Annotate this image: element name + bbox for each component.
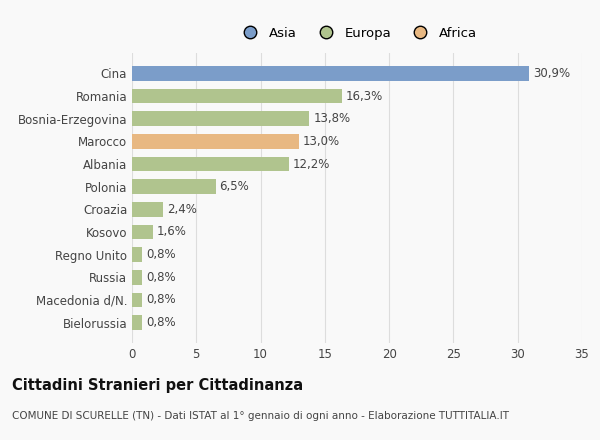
- Text: Cittadini Stranieri per Cittadinanza: Cittadini Stranieri per Cittadinanza: [12, 378, 303, 393]
- Text: 6,5%: 6,5%: [220, 180, 249, 193]
- Bar: [132, 134, 299, 149]
- Text: 0,8%: 0,8%: [146, 293, 176, 307]
- Text: 13,8%: 13,8%: [313, 112, 350, 125]
- Bar: [132, 180, 215, 194]
- Bar: [132, 247, 142, 262]
- Text: 2,4%: 2,4%: [167, 203, 197, 216]
- Bar: [132, 293, 142, 307]
- Bar: [132, 225, 152, 239]
- Text: 0,8%: 0,8%: [146, 316, 176, 329]
- Text: 30,9%: 30,9%: [533, 67, 570, 80]
- Bar: [132, 157, 289, 171]
- Legend: Asia, Europa, Africa: Asia, Europa, Africa: [232, 22, 482, 45]
- Text: COMUNE DI SCURELLE (TN) - Dati ISTAT al 1° gennaio di ogni anno - Elaborazione T: COMUNE DI SCURELLE (TN) - Dati ISTAT al …: [12, 411, 509, 422]
- Text: 12,2%: 12,2%: [293, 158, 330, 171]
- Text: 1,6%: 1,6%: [157, 225, 187, 238]
- Bar: [132, 111, 310, 126]
- Bar: [132, 89, 341, 103]
- Bar: [132, 270, 142, 285]
- Text: 13,0%: 13,0%: [303, 135, 340, 148]
- Text: 0,8%: 0,8%: [146, 248, 176, 261]
- Bar: [132, 66, 529, 81]
- Text: 16,3%: 16,3%: [346, 89, 383, 103]
- Bar: [132, 315, 142, 330]
- Bar: [132, 202, 163, 216]
- Text: 0,8%: 0,8%: [146, 271, 176, 284]
